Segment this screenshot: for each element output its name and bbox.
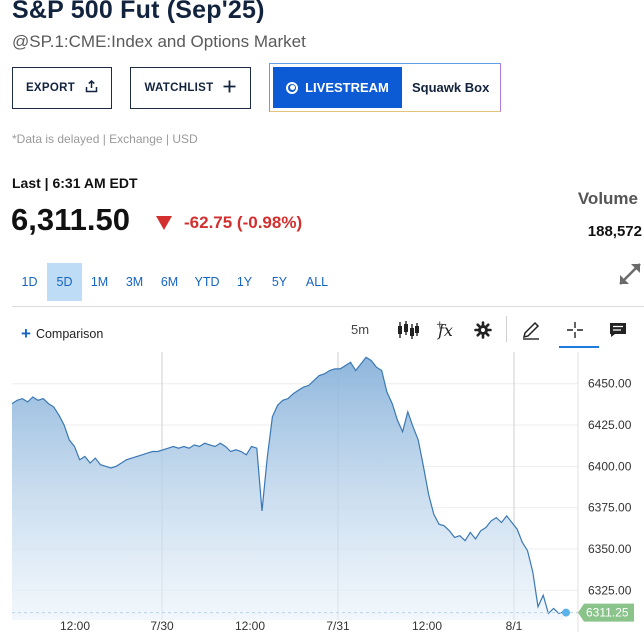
fx-icon[interactable]: fx + bbox=[434, 316, 458, 344]
range-ytd[interactable]: YTD bbox=[194, 275, 220, 289]
y-tick-label: 6325.00 bbox=[588, 583, 632, 597]
range-5y[interactable]: 5Y bbox=[271, 275, 288, 289]
toolbar-separator bbox=[506, 316, 507, 342]
y-tick-label: 6375.00 bbox=[588, 501, 632, 515]
pencil-icon[interactable] bbox=[520, 316, 542, 344]
export-button[interactable]: EXPORT bbox=[12, 67, 112, 109]
x-tick-label: 12:00 bbox=[412, 619, 442, 632]
share-icon bbox=[85, 79, 98, 96]
price-line bbox=[11, 356, 565, 615]
x-tick-label: 7/31 bbox=[326, 619, 350, 632]
comment-icon[interactable] bbox=[607, 316, 629, 344]
range-1d[interactable]: 1D bbox=[21, 275, 38, 289]
plus-icon: + bbox=[21, 324, 31, 343]
volume-value: 188,572 bbox=[587, 223, 642, 240]
crosshair-icon[interactable] bbox=[564, 316, 586, 344]
watchlist-button[interactable]: WATCHLIST bbox=[130, 67, 251, 109]
range-6m[interactable]: 6M bbox=[160, 275, 179, 289]
livestream-label: LIVESTREAM bbox=[305, 80, 389, 95]
x-tick-label: 7/30 bbox=[150, 619, 174, 632]
export-label: EXPORT bbox=[25, 82, 76, 94]
range-selector: 1D 5D 1M 3M 6M YTD 1Y 5Y ALL bbox=[12, 263, 337, 301]
x-tick-label: 8/1 bbox=[506, 619, 523, 632]
watchlist-label: WATCHLIST bbox=[144, 82, 214, 94]
comparison-button[interactable]: + Comparison bbox=[21, 325, 103, 342]
price-change: -62.75 (-0.98%) bbox=[156, 213, 302, 233]
range-5d[interactable]: 5D bbox=[47, 263, 82, 301]
plus-icon bbox=[223, 80, 236, 96]
toolbar-divider bbox=[12, 306, 644, 307]
squawk-box-link[interactable]: Squawk Box bbox=[412, 80, 490, 95]
candlestick-icon[interactable] bbox=[396, 316, 420, 344]
y-tick-label: 6450.00 bbox=[588, 377, 632, 391]
range-all[interactable]: ALL bbox=[305, 275, 329, 289]
live-dot-icon bbox=[286, 81, 299, 94]
data-delay-notice: *Data is delayed | Exchange | USD bbox=[12, 132, 198, 146]
active-tool-indicator bbox=[559, 346, 599, 348]
instrument-subtitle: @SP.1:CME:Index and Options Market bbox=[12, 32, 306, 51]
livestream-group: LIVESTREAM Squawk Box bbox=[269, 63, 501, 112]
svg-text:+: + bbox=[436, 320, 444, 330]
range-1m[interactable]: 1M bbox=[90, 275, 109, 289]
x-tick-label: 12:00 bbox=[60, 619, 90, 632]
range-1y[interactable]: 1Y bbox=[236, 275, 253, 289]
x-tick-label: 12:00 bbox=[235, 619, 265, 632]
y-tick-label: 6425.00 bbox=[588, 418, 632, 432]
last-price-tag: 6311.25 bbox=[578, 603, 634, 622]
last-price: 6,311.50 bbox=[11, 202, 130, 237]
last-trade-time: Last | 6:31 AM EDT bbox=[12, 175, 138, 191]
down-arrow-icon bbox=[156, 216, 172, 230]
price-change-value: -62.75 (-0.98%) bbox=[184, 213, 303, 232]
y-tick-label: 6350.00 bbox=[588, 542, 632, 556]
y-tick-label: 6400.00 bbox=[588, 459, 632, 473]
interval-selector[interactable]: 5m bbox=[351, 322, 370, 337]
expand-icon[interactable] bbox=[617, 261, 643, 287]
volume-label: Volume bbox=[577, 189, 638, 208]
page-title: S&P 500 Fut (Sep'25) bbox=[12, 0, 265, 24]
last-price-dot bbox=[562, 608, 570, 617]
last-price-tag-text: 6311.25 bbox=[586, 606, 629, 620]
price-chart[interactable]: 6450.00 6425.00 6400.00 6375.00 6350.00 6325.… bbox=[0, 352, 644, 632]
comparison-label: Comparison bbox=[35, 326, 104, 341]
svg-text:fx: fx bbox=[437, 321, 453, 340]
livestream-button[interactable]: LIVESTREAM bbox=[273, 67, 402, 108]
gear-icon[interactable] bbox=[472, 316, 494, 344]
price-area bbox=[12, 357, 564, 620]
range-3m[interactable]: 3M bbox=[125, 275, 144, 289]
